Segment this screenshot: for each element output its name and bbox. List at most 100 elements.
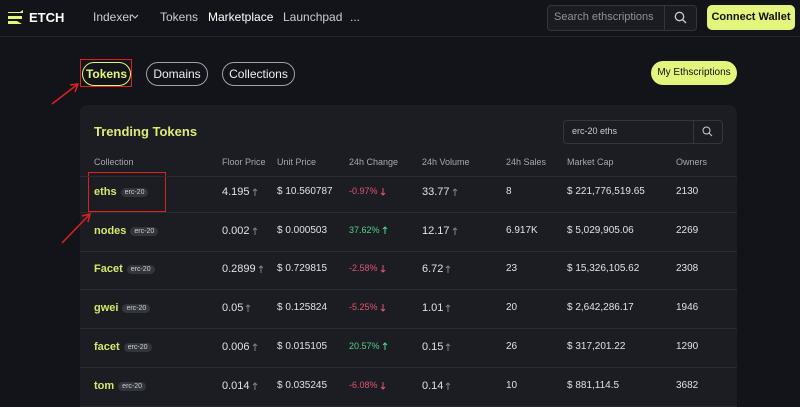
arrow-up-icon [382, 225, 387, 234]
unit-price: $ 0.015105 [277, 340, 328, 352]
volume: 12.17 [422, 224, 450, 237]
tab-tokens[interactable]: Tokens [82, 62, 131, 86]
search-placeholder: Search ethscriptions [554, 11, 654, 23]
nav-link[interactable]: ... [350, 10, 361, 24]
arrow-up-icon [258, 265, 264, 274]
annotation-box [80, 59, 132, 87]
search-box[interactable] [547, 5, 697, 31]
sales: 8 [506, 186, 512, 197]
token-tag: erc-20 [120, 188, 149, 197]
nav-link[interactable]: Indexer [93, 10, 134, 24]
nav-link[interactable]: Launchpad [283, 10, 343, 24]
search-icon[interactable] [674, 11, 687, 24]
token-name[interactable]: gwei [94, 302, 119, 315]
panel-title: Trending Tokens [94, 124, 198, 139]
column-header: 24h Volume [422, 157, 470, 167]
unit-price: $ 0.000503 [277, 224, 328, 236]
separator [80, 405, 737, 407]
market-cap: $ 2,642,286.17 [567, 302, 634, 314]
tab-collections[interactable]: Collections [222, 62, 295, 86]
owners: 1290 [676, 340, 699, 352]
owners: 2130 [676, 186, 699, 197]
separator [80, 366, 737, 368]
token-tag: erc-20 [118, 381, 147, 391]
token-name[interactable]: Facet [94, 263, 123, 276]
nav-link[interactable]: Tokens [160, 10, 199, 24]
market-cap: $ 881,114.5 [567, 379, 620, 391]
separator [80, 212, 737, 213]
arrow-down-icon [380, 381, 385, 390]
arrow-up-icon [382, 342, 387, 350]
column-header: Owners [676, 157, 708, 167]
logo-text: ETCH [29, 10, 65, 25]
nav-link[interactable]: Marketplace [208, 10, 274, 24]
sales: 26 [506, 340, 518, 352]
token-tag: erc-20 [130, 226, 159, 236]
divider [693, 120, 694, 144]
change: 37.62% [349, 224, 380, 235]
token-tag: erc-20 [126, 265, 155, 275]
sales: 23 [506, 263, 518, 275]
unit-price: $ 0.035245 [277, 379, 328, 391]
separator [80, 176, 737, 177]
column-header: Market Cap [567, 157, 614, 167]
separator [80, 250, 737, 252]
arrow-up-icon [446, 343, 451, 351]
volume: 0.14 [422, 379, 444, 392]
token-name[interactable]: tom [94, 379, 115, 392]
owners: 3682 [676, 379, 699, 391]
token-name[interactable]: nodes [94, 224, 127, 237]
volume: 6.72 [422, 263, 444, 276]
arrow-up-icon [446, 304, 451, 313]
panel-search-value: erc-20 eths [572, 126, 618, 136]
owners: 2269 [676, 224, 699, 236]
sales: 20 [506, 302, 518, 314]
column-header: Floor Price [222, 157, 266, 167]
floor-price: 4.195 [222, 186, 250, 198]
arrow-up-icon [252, 188, 257, 196]
unit-price: $ 0.125824 [277, 302, 328, 314]
floor-price: 0.002 [222, 224, 250, 237]
sales: 10 [506, 379, 518, 391]
chevron [131, 14, 139, 19]
volume: 1.01 [422, 302, 444, 315]
connect-wallet-button[interactable]: Connect Wallet [707, 5, 795, 30]
arrow-up-icon [446, 381, 451, 390]
column-header: 24h Change [349, 157, 399, 167]
floor-price: 0.2899 [222, 263, 256, 276]
market-cap: $ 5,029,905.06 [567, 224, 634, 236]
arrow-up-icon [446, 265, 451, 274]
separator [80, 289, 737, 291]
change: -5.25% [349, 302, 378, 313]
panel-search[interactable] [563, 120, 723, 144]
floor-price: 0.006 [222, 340, 250, 353]
floor-price: 0.05 [222, 302, 244, 315]
arrow-up-icon [246, 304, 251, 313]
token-tag: erc-20 [122, 304, 151, 314]
divider [664, 5, 665, 31]
floor-price: 0.014 [222, 379, 250, 392]
token-name[interactable]: facet [94, 340, 120, 353]
unit-price: $ 0.729815 [277, 263, 328, 275]
my-ethscriptions-button[interactable]: My Ethscriptions [651, 61, 737, 85]
column-header: Collection [94, 157, 134, 167]
market-cap: $ 221,776,519.65 [567, 186, 645, 197]
tab-domains[interactable]: Domains [146, 62, 208, 86]
change: -6.08% [349, 379, 378, 390]
arrow-down-icon [380, 304, 385, 312]
market-cap: $ 15,326,105.62 [567, 263, 640, 275]
arrow-down-icon [380, 188, 385, 196]
owners: 2308 [676, 263, 699, 275]
volume: 0.15 [422, 340, 444, 353]
arrow-up-icon [452, 188, 457, 196]
search-icon[interactable] [702, 126, 713, 137]
token-tag: erc-20 [123, 342, 152, 352]
sales: 6.917K [506, 224, 538, 236]
arrow-down-icon [380, 265, 385, 274]
arrow-up-icon [252, 343, 257, 351]
column-header: Unit Price [277, 157, 317, 167]
volume: 33.77 [422, 186, 450, 198]
token-name[interactable]: eths [94, 186, 117, 198]
market-cap: $ 317,201.22 [567, 340, 626, 352]
